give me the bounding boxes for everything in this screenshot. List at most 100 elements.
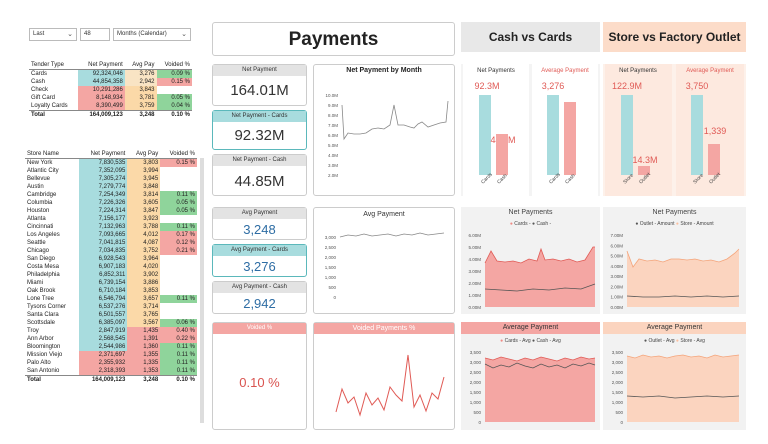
table-row[interactable]: Houston 7,224,314 3,847 0.05 % [25,207,197,215]
voided-card[interactable]: Voided % 0.10 % [212,322,307,430]
unit-dropdown[interactable]: Months (Calendar) ⌄ [113,28,191,41]
table-row[interactable]: Cambridge 7,254,349 3,814 0.11 % [25,191,197,199]
tick-label: 2,000 [612,380,624,385]
voided-chart[interactable]: Voided Payments % [313,322,455,430]
column-header[interactable]: Net Payment [78,150,128,159]
bar-label: 3,750 [686,81,709,91]
table-row[interactable]: Miami 6,739,154 3,886 [25,279,197,287]
table-row[interactable]: Atlanta 7,156,177 3,923 [25,215,197,223]
table-row[interactable]: Seattle 7,041,815 4,087 0.12 % [25,239,197,247]
column-header[interactable]: Avg Pay [127,150,161,159]
table-row[interactable]: San Antonio 2,318,393 1,353 0.11 % [25,367,197,376]
tick-label: 1.00M [468,293,481,298]
bar-cards [547,95,559,175]
table-row[interactable]: Troy 2,847,919 1,435 0.40 % [25,327,197,335]
avg-payment-cash-card[interactable]: Avg Payment - Cash 2,942 [212,281,307,314]
column-header[interactable]: Avg Pay [124,61,157,70]
table-cell: 0.10 % [160,375,197,384]
table-cell: 0.11 % [160,343,197,351]
table-row[interactable]: Lone Tree 6,546,794 3,657 0.11 % [25,295,197,303]
table-cell: Oak Brook [27,288,56,294]
column-header[interactable]: Store Name [25,150,79,159]
avg-payment-card[interactable]: Avg Payment 3,248 [212,207,307,240]
table-cell [160,167,197,175]
table-row[interactable]: Bellevue 7,305,274 3,945 [25,175,197,183]
net-by-month-chart[interactable]: Net Payment by Month 10.0M 9.0M 8.0M 7.0M 6.… [313,64,455,196]
tick-label: 0 [333,295,336,300]
table-row[interactable]: Austin 7,279,774 3,848 [25,183,197,191]
table-row[interactable]: Check 10,291,286 3,843 [29,86,192,94]
avg-payment-cards-card[interactable]: Avg Payment - Cards 3,276 [212,244,307,277]
net-payments-so-chart[interactable]: Net Payments ● Outlet - Amount ● Store -… [603,207,746,314]
net-payment-cash-card[interactable]: Net Payment - Cash 44.85M [212,154,307,196]
table-row[interactable]: San Diego 6,928,543 3,964 [25,255,197,263]
table-row[interactable]: Chicago 7,034,835 3,752 0.21 % [25,247,197,255]
table-cell: 1,360 [127,343,161,351]
column-header[interactable]: Voided % [160,150,197,159]
column-header[interactable]: Net Payment [78,61,125,70]
total-row: Total 164,009,123 3,248 0.10 % [25,375,197,384]
tick-label: 9.0M [328,103,338,108]
table-cell: 8,390,499 [78,102,125,111]
table-cell: 7,093,665 [78,231,128,239]
net-payment-cards-card[interactable]: Net Payment - Cards 92.32M [212,110,307,150]
tick-label: 4.00M [468,257,481,262]
table-cell: 3,248 [124,110,157,119]
table-row[interactable]: Scottsdale 6,385,097 3,567 0.06 % [25,319,197,327]
table-row[interactable]: Cash 44,854,358 2,942 0.15 % [29,78,192,86]
chevron-down-icon: ⌄ [67,31,73,38]
table-row[interactable]: Santa Clara 6,501,557 3,765 [25,311,197,319]
table-cell: Los Angeles [27,232,60,238]
table-row[interactable]: Cincinnati 7,132,963 3,788 0.11 % [25,223,197,231]
table-cell: Total [25,375,79,384]
table-row[interactable]: Columbia 7,226,326 3,605 0.05 % [25,199,197,207]
table-row[interactable]: Cards 92,324,046 3,276 0.09 % [29,69,192,78]
table-cell: Lone Tree [27,296,55,302]
table-row[interactable]: Palo Alto 2,355,932 1,335 0.11 % [25,359,197,367]
table-cell: 164,009,123 [78,110,125,119]
tick-label: 5.00M [610,254,623,259]
table-row[interactable]: Mission Viejo 2,371,697 1,355 0.11 % [25,351,197,359]
avg-payment-so-chart[interactable]: Average Payment ● Outlet - Avg ● Store -… [603,322,746,430]
table-row[interactable]: Atlantic City 7,352,095 3,994 [25,167,197,175]
avg-payment-chart[interactable]: Avg Payment 3,000 2,500 2,000 1,500 1,000 500… [313,207,455,314]
tick-label: 7.0M [328,123,338,128]
column-header[interactable]: Tender Type [29,61,79,70]
card-title: Avg Payment - Cards [213,245,306,256]
table-row[interactable]: Tysons Corner 6,537,276 3,714 [25,303,197,311]
table-cell: 0.05 % [160,207,197,215]
card-value: 44.85M [234,173,285,190]
legend-dot-icon: ● [532,221,536,227]
table-row[interactable]: Gift Card 8,148,934 3,781 0.05 % [29,94,192,102]
tick-label: 1,500 [612,390,624,395]
avg-payment-cc-chart[interactable]: Average Payment ● Cards - Avg ● Cash - A… [461,322,600,430]
table-cell: 3,248 [127,375,161,384]
table-row[interactable]: New York 7,830,535 3,803 0.15 % [25,158,197,167]
table-cell: Atlanta [27,216,46,222]
chart-title: Average Payment [686,68,734,74]
table-cell: 3,714 [127,303,161,311]
table-row[interactable]: Los Angeles 7,093,665 4,012 0.17 % [25,231,197,239]
column-header[interactable]: Voided % [156,61,192,70]
table-cell: 0.15 % [160,158,197,167]
table-row[interactable]: Oak Brook 6,710,184 3,853 [25,287,197,295]
table-row[interactable]: Philadelphia 6,852,311 3,902 [25,271,197,279]
table-row[interactable]: Loyalty Cards 8,390,499 3,759 0.04 % [29,102,192,111]
cash-cards-bars-svg: Net Payments Average Payment 92.3M 44.9M… [463,64,598,196]
count-input[interactable]: 48 [80,28,110,41]
table-row[interactable]: Bloomington 2,544,986 1,360 0.11 % [25,343,197,351]
net-payment-card[interactable]: Net Payment 164.01M [212,64,307,106]
table-cell: 3,886 [127,279,161,287]
net-payments-cc-chart[interactable]: Net Payments ● Cards - ● Cash - 6.00M 5.0… [461,207,600,314]
table-cell: 3,923 [127,215,161,223]
table-cell [160,271,197,279]
table-row[interactable]: Costa Mesa 6,907,183 4,020 [25,263,197,271]
table-cell: 0.11 % [160,359,197,367]
card-value: 164.01M [230,82,289,99]
store-table-scrollbar[interactable] [200,158,204,423]
chart-legend: ● Cards - ● Cash - [461,221,600,227]
period-dropdown[interactable]: Last ⌄ [29,28,77,41]
table-cell: Columbia [27,200,53,206]
table-row[interactable]: Ann Arbor 2,568,545 1,391 0.22 % [25,335,197,343]
table-cell: 3,605 [127,199,161,207]
